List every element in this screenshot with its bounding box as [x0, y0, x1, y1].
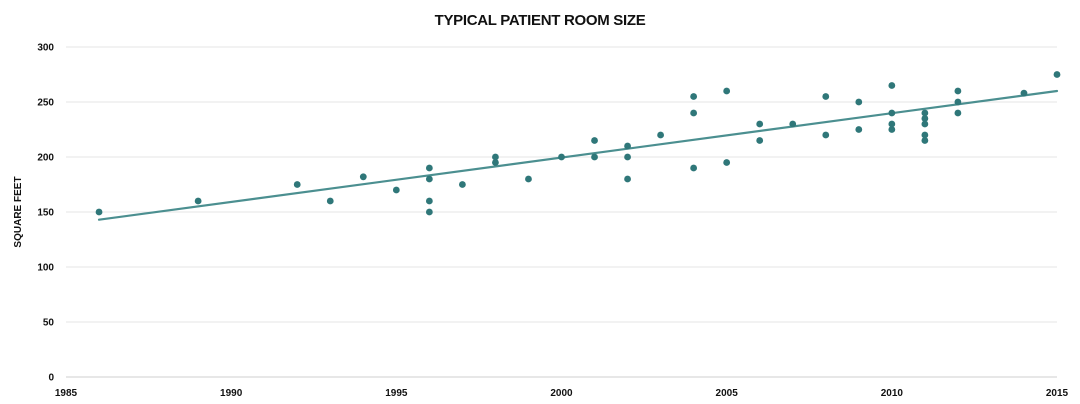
x-tick-label: 2015	[1046, 388, 1069, 399]
data-point	[723, 159, 731, 166]
x-tick-label: 1995	[385, 388, 408, 399]
y-tick-label: 200	[37, 153, 54, 164]
data-point	[425, 164, 433, 172]
x-tick-label: 2000	[550, 388, 573, 399]
data-point	[690, 109, 698, 117]
y-tick-label: 100	[37, 263, 54, 274]
data-point	[921, 131, 929, 139]
data-point	[425, 208, 433, 216]
y-axis-ticks: 0 50 100 150 200 250 300	[37, 43, 54, 384]
data-point	[954, 87, 962, 95]
data-point	[690, 164, 698, 172]
data-point	[392, 186, 400, 194]
data-point	[954, 109, 962, 117]
data-point	[359, 173, 367, 181]
x-tick-label: 1985	[55, 388, 78, 399]
trendline-group	[97, 89, 1059, 221]
y-tick-label: 50	[43, 318, 55, 329]
data-point	[492, 159, 499, 166]
data-point	[459, 181, 466, 188]
data-point	[624, 175, 631, 183]
y-axis-title: SQUARE FEET	[13, 176, 24, 247]
y-tick-label: 250	[37, 98, 54, 109]
data-point	[888, 82, 896, 89]
data-point	[954, 98, 962, 106]
data-point	[525, 175, 532, 183]
data-point	[756, 120, 764, 128]
data-point	[921, 109, 929, 117]
data-point	[723, 87, 731, 95]
data-point	[425, 175, 433, 183]
data-point	[657, 131, 664, 139]
data-point	[591, 153, 598, 161]
x-tick-label: 2005	[716, 388, 739, 399]
data-point	[855, 98, 863, 106]
data-point	[822, 93, 830, 100]
data-point	[1053, 71, 1061, 78]
y-tick-label: 0	[48, 373, 54, 384]
data-point	[293, 181, 301, 188]
data-point	[492, 153, 499, 161]
data-point	[822, 131, 830, 139]
data-point	[855, 126, 863, 133]
x-tick-label: 2010	[881, 388, 904, 399]
data-point	[690, 93, 698, 100]
data-point	[921, 137, 929, 144]
y-tick-label: 150	[37, 208, 54, 219]
data-point	[326, 197, 334, 205]
data-points	[95, 71, 1061, 216]
data-point	[888, 109, 896, 117]
data-point	[888, 126, 896, 133]
chart-title: TYPICAL PATIENT ROOM SIZE	[434, 12, 646, 29]
data-point	[888, 120, 896, 128]
data-point	[624, 142, 631, 150]
gridlines	[66, 46, 1057, 378]
trendline	[97, 89, 1059, 221]
data-point	[789, 120, 797, 128]
data-point	[1020, 89, 1028, 97]
x-axis-ticks: 1985 1990 1995 2000 2005 2010 2015	[55, 388, 1069, 399]
data-point	[921, 120, 929, 128]
x-tick-label: 1990	[220, 388, 243, 399]
data-point	[194, 197, 202, 205]
data-point	[921, 115, 929, 122]
data-point	[95, 208, 103, 216]
data-point	[624, 153, 631, 161]
data-point	[591, 137, 598, 144]
data-point	[756, 137, 764, 144]
data-point	[425, 197, 433, 205]
y-tick-label: 300	[37, 43, 54, 54]
data-point	[558, 153, 565, 161]
